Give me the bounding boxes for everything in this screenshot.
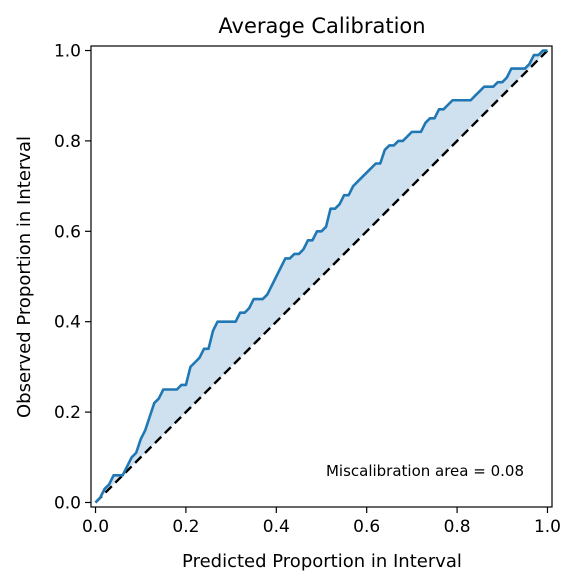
y-tick-label: 0.6 <box>54 222 81 242</box>
y-tick-label: 1.0 <box>54 42 81 62</box>
x-axis-label: Predicted Proportion in Interval <box>182 551 462 572</box>
plot-area <box>94 49 549 504</box>
y-tick-label: 0.8 <box>54 132 81 152</box>
miscalibration-fill <box>95 50 548 503</box>
x-tick-label: 0.8 <box>444 517 471 537</box>
y-axis-label: Observed Proportion in Interval <box>14 136 35 418</box>
x-tick-label: 0.4 <box>263 517 290 537</box>
x-axis-ticks: 0.0 0.2 0.4 0.6 0.8 1.0 <box>82 507 561 537</box>
y-axis-ticks: 0.0 0.2 0.4 0.6 0.8 1.0 <box>54 42 91 513</box>
chart-title: Average Calibration <box>218 14 425 38</box>
calibration-curve <box>94 49 548 504</box>
x-tick-label: 0.6 <box>353 517 380 537</box>
x-tick-label: 0.0 <box>82 517 109 537</box>
plot-frame <box>90 45 553 508</box>
y-tick-label: 0.0 <box>54 493 81 513</box>
miscalibration-annotation: Miscalibration area = 0.08 <box>326 462 524 480</box>
x-tick-label: 1.0 <box>534 517 561 537</box>
x-tick-label: 0.2 <box>172 517 199 537</box>
y-tick-label: 0.4 <box>54 313 81 333</box>
y-tick-label: 0.2 <box>54 403 81 423</box>
ideal-calibration-line <box>94 49 549 504</box>
